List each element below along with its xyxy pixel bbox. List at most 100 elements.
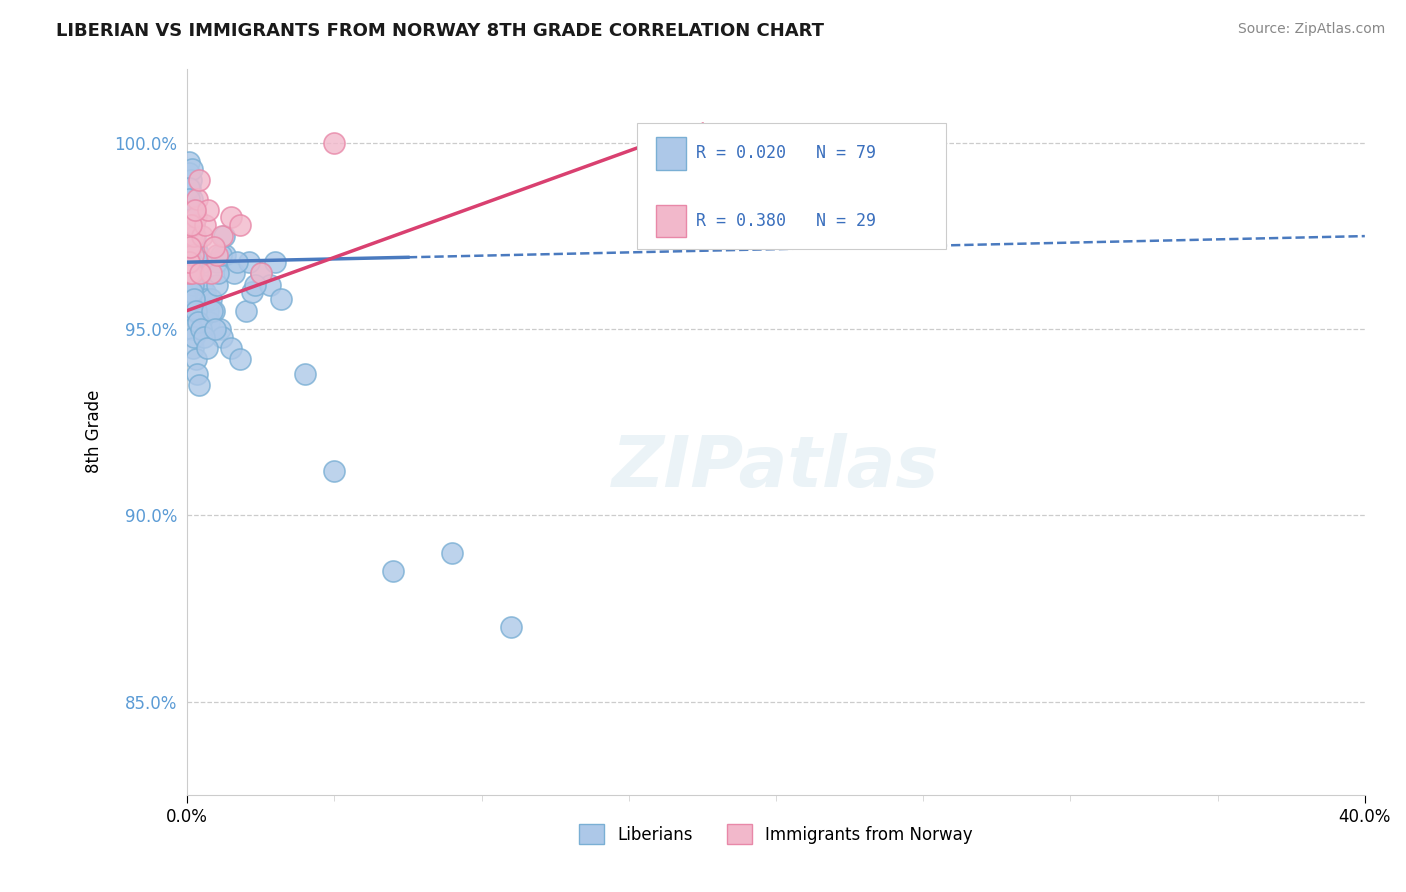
Point (181, 285, 204, 299)
Point (181, 266, 204, 280)
Point (177, 266, 200, 280)
Point (184, 211, 207, 225)
Point (180, 173, 202, 187)
Point (187, 378, 209, 392)
Point (179, 255, 201, 269)
Point (197, 202, 219, 217)
Point (259, 277, 281, 292)
Point (270, 293, 292, 307)
Point (191, 229, 214, 244)
Point (187, 173, 209, 187)
Point (193, 255, 215, 269)
Point (211, 229, 233, 244)
Point (180, 240, 202, 254)
Point (179, 229, 201, 244)
Point (264, 255, 287, 269)
Point (202, 240, 225, 254)
Point (181, 248, 204, 262)
Point (179, 240, 201, 254)
Point (181, 341, 204, 355)
Point (183, 211, 205, 225)
Point (195, 341, 218, 355)
Point (183, 218, 205, 232)
Point (179, 240, 201, 254)
Point (202, 303, 225, 318)
Point (183, 329, 205, 343)
Point (177, 180, 200, 194)
Point (441, 546, 464, 560)
Point (180, 218, 202, 232)
Point (205, 255, 228, 269)
Point (249, 266, 271, 280)
Point (193, 329, 215, 343)
Point (181, 322, 204, 336)
Point (186, 192, 208, 206)
Point (179, 248, 201, 262)
Point (179, 218, 201, 232)
Point (186, 255, 208, 269)
Point (240, 285, 263, 299)
Point (207, 266, 229, 280)
Point (200, 293, 222, 307)
Point (190, 266, 212, 280)
Point (323, 136, 346, 150)
Point (180, 303, 202, 318)
Point (243, 277, 266, 292)
Text: R = 0.380   N = 29: R = 0.380 N = 29 (696, 212, 876, 230)
Point (184, 240, 207, 254)
Point (235, 303, 257, 318)
Point (180, 162, 202, 177)
Point (221, 211, 243, 225)
Point (191, 277, 214, 292)
Point (190, 266, 212, 280)
Point (184, 303, 207, 318)
Point (382, 564, 405, 578)
Point (201, 303, 224, 318)
Point (183, 293, 205, 307)
Point (180, 285, 202, 299)
Point (187, 248, 209, 262)
Point (179, 192, 201, 206)
Text: R = 0.020   N = 79: R = 0.020 N = 79 (696, 145, 876, 162)
Text: LIBERIAN VS IMMIGRANTS FROM NORWAY 8TH GRADE CORRELATION CHART: LIBERIAN VS IMMIGRANTS FROM NORWAY 8TH G… (56, 22, 824, 40)
Point (181, 266, 204, 280)
Point (186, 367, 208, 381)
Point (229, 218, 252, 232)
Point (229, 351, 252, 366)
Point (181, 277, 204, 292)
Point (179, 255, 201, 269)
Point (211, 329, 233, 343)
Point (200, 266, 222, 280)
Text: Source: ZipAtlas.com: Source: ZipAtlas.com (1237, 22, 1385, 37)
Point (238, 255, 260, 269)
Point (181, 192, 204, 206)
Point (205, 277, 228, 292)
Point (183, 218, 205, 232)
Point (179, 180, 201, 194)
Point (323, 464, 346, 478)
Point (499, 620, 522, 634)
Point (221, 341, 243, 355)
Point (187, 315, 209, 329)
Point (179, 166, 201, 180)
Text: ZIPatlas: ZIPatlas (612, 434, 939, 502)
Y-axis label: 8th Grade: 8th Grade (86, 390, 103, 474)
Point (294, 367, 316, 381)
Point (249, 266, 271, 280)
Point (179, 255, 201, 269)
Legend: Liberians, Immigrants from Norway: Liberians, Immigrants from Norway (579, 824, 973, 845)
Point (224, 266, 246, 280)
Point (180, 266, 202, 280)
Point (208, 322, 231, 336)
Point (184, 229, 207, 244)
Point (184, 351, 207, 366)
Point (204, 322, 226, 336)
Point (194, 218, 217, 232)
Point (212, 229, 235, 244)
Point (177, 236, 200, 251)
Point (180, 255, 202, 269)
Point (209, 248, 232, 262)
Point (180, 229, 202, 244)
Point (197, 303, 219, 318)
Point (183, 293, 205, 307)
